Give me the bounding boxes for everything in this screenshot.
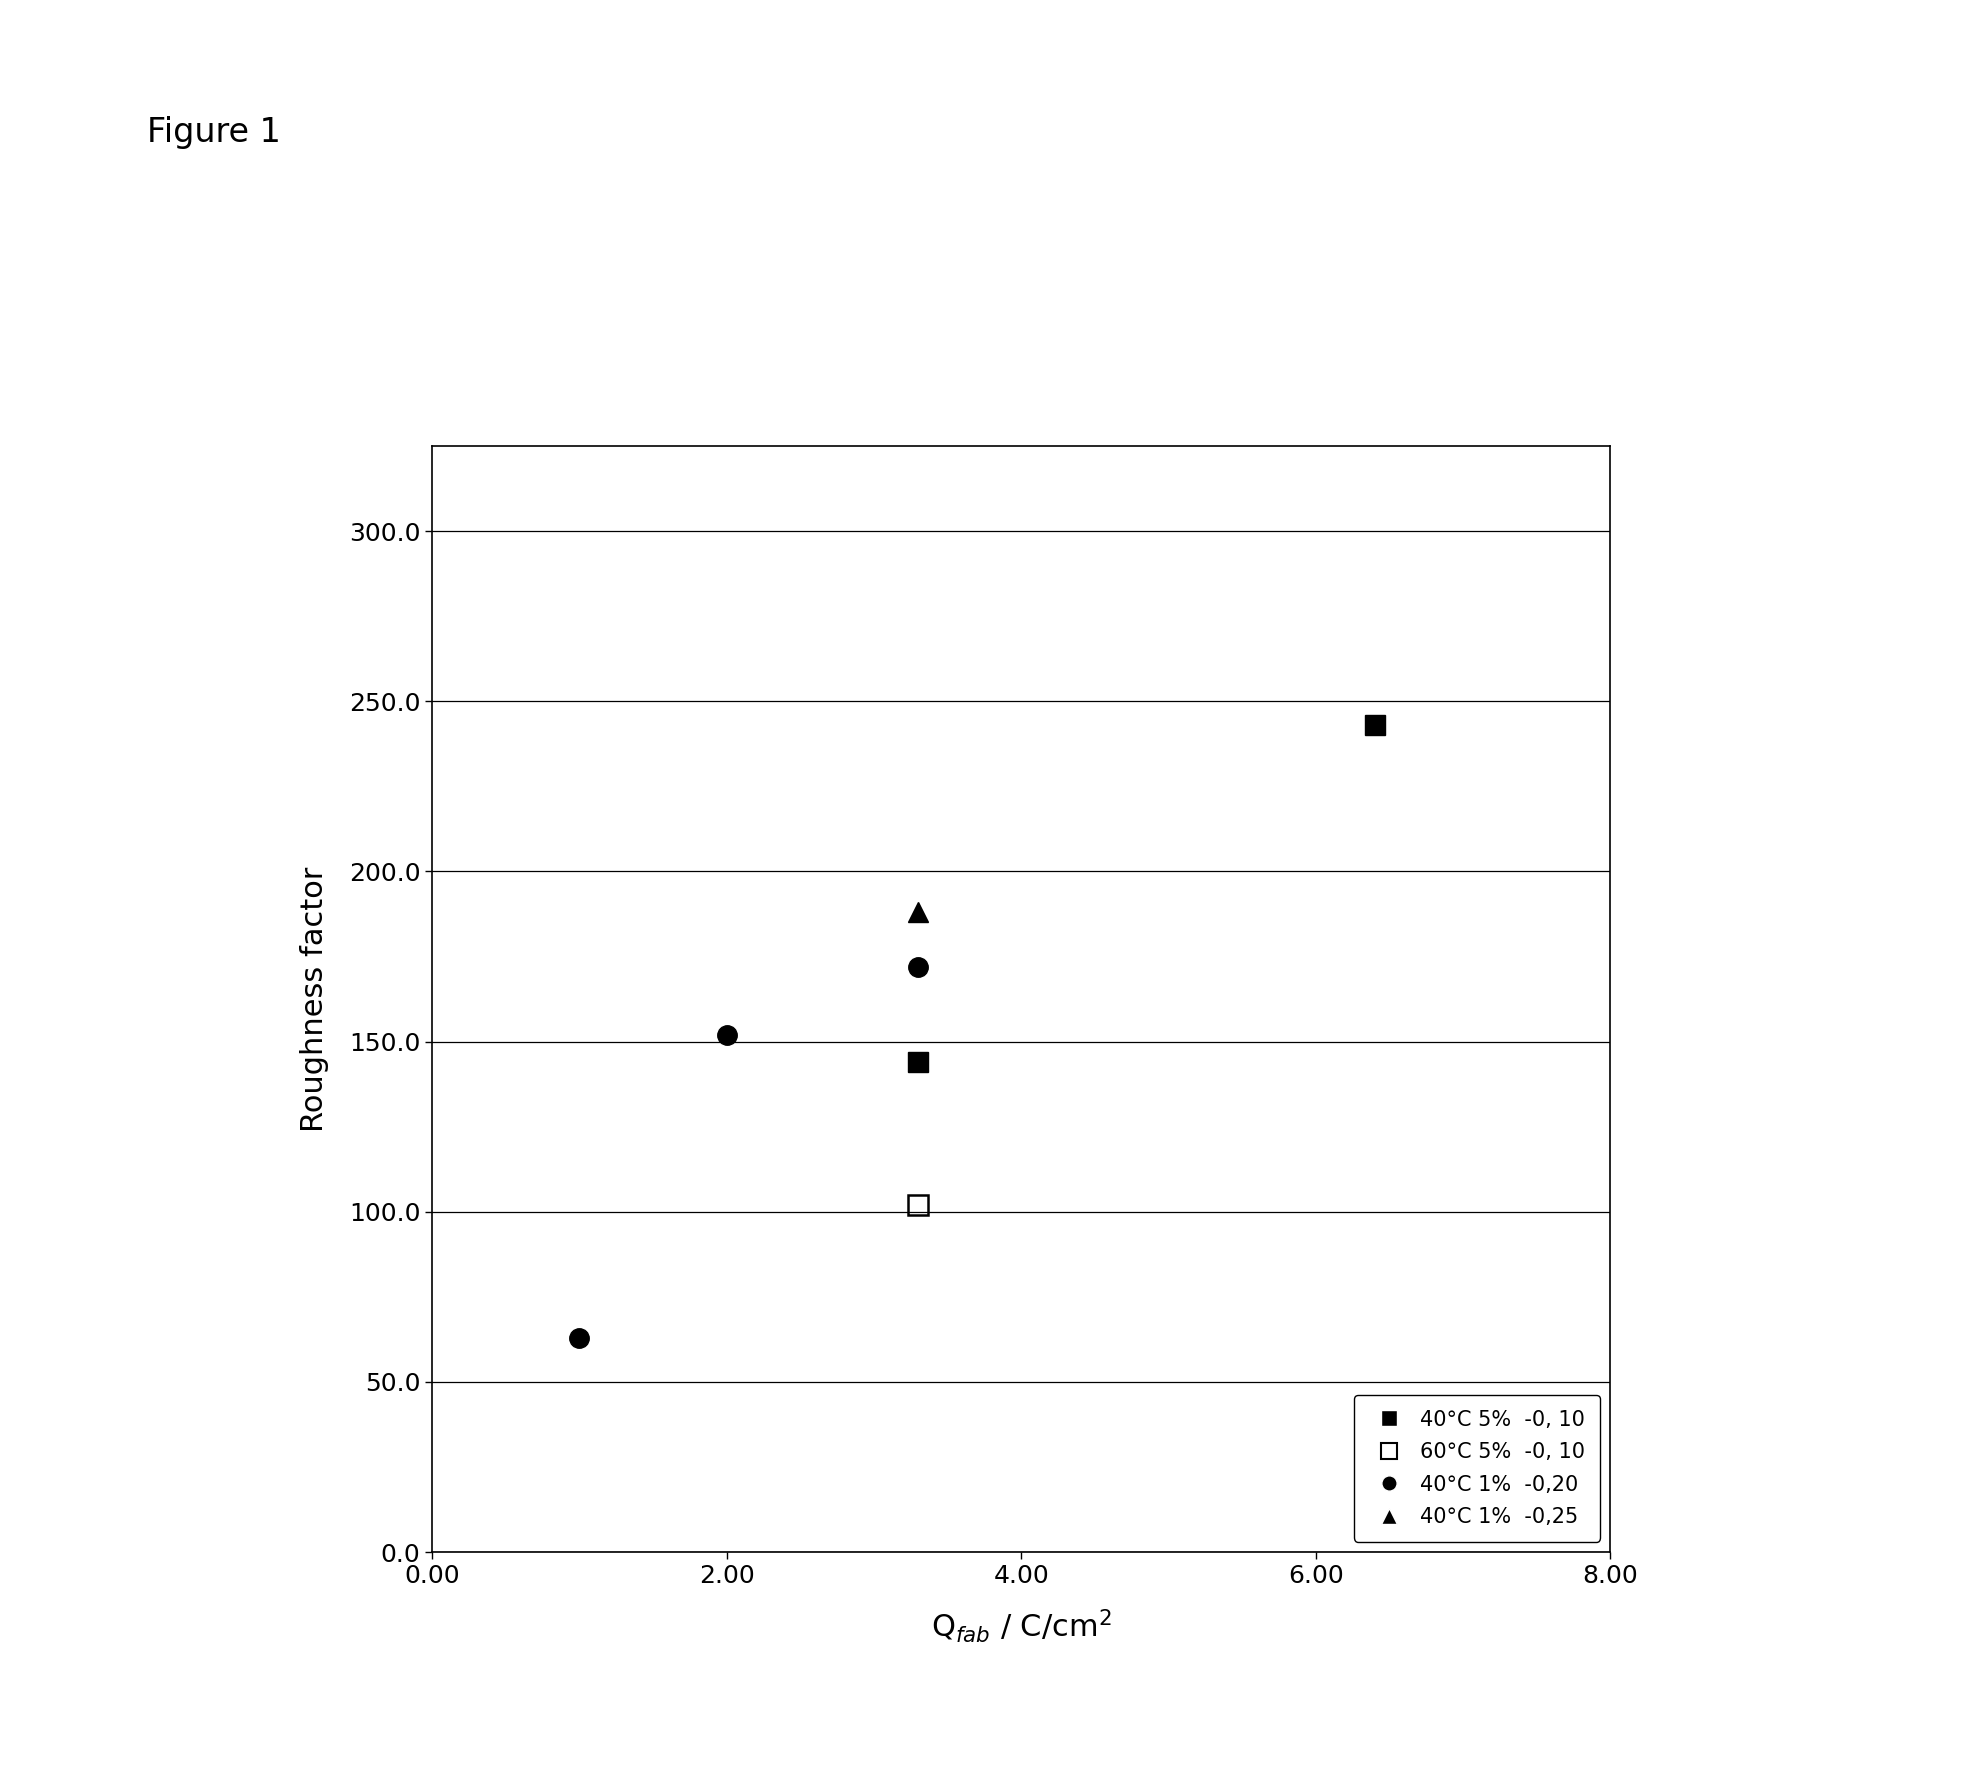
- Legend: 40°C 5%  -0, 10, 60°C 5%  -0, 10, 40°C 1%  -0,20, 40°C 1%  -0,25: 40°C 5% -0, 10, 60°C 5% -0, 10, 40°C 1% …: [1353, 1395, 1601, 1541]
- X-axis label: Q$_{fab}$ / C/cm$^{2}$: Q$_{fab}$ / C/cm$^{2}$: [931, 1607, 1112, 1645]
- Text: Figure 1: Figure 1: [147, 116, 281, 148]
- Y-axis label: Roughness factor: Roughness factor: [300, 867, 330, 1131]
